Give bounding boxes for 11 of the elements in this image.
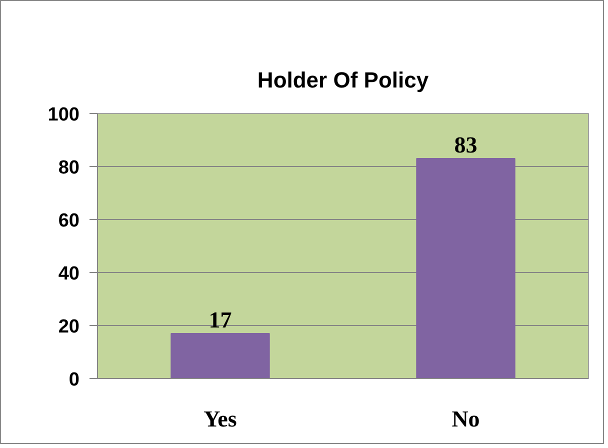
y-tick-label: 80 <box>58 158 80 178</box>
y-tick-label: 100 <box>48 104 80 126</box>
x-tick-label: Yes <box>204 406 237 432</box>
chart-title: Holder Of Policy <box>257 68 430 92</box>
data-label: 83 <box>454 132 478 158</box>
data-label: 17 <box>208 307 232 332</box>
y-tick-label: 40 <box>58 264 80 284</box>
y-tick-label: 60 <box>58 210 80 232</box>
y-tick-label: 0 <box>68 370 80 390</box>
y-tick-label: 20 <box>58 316 80 338</box>
x-tick-label: No <box>452 406 480 432</box>
